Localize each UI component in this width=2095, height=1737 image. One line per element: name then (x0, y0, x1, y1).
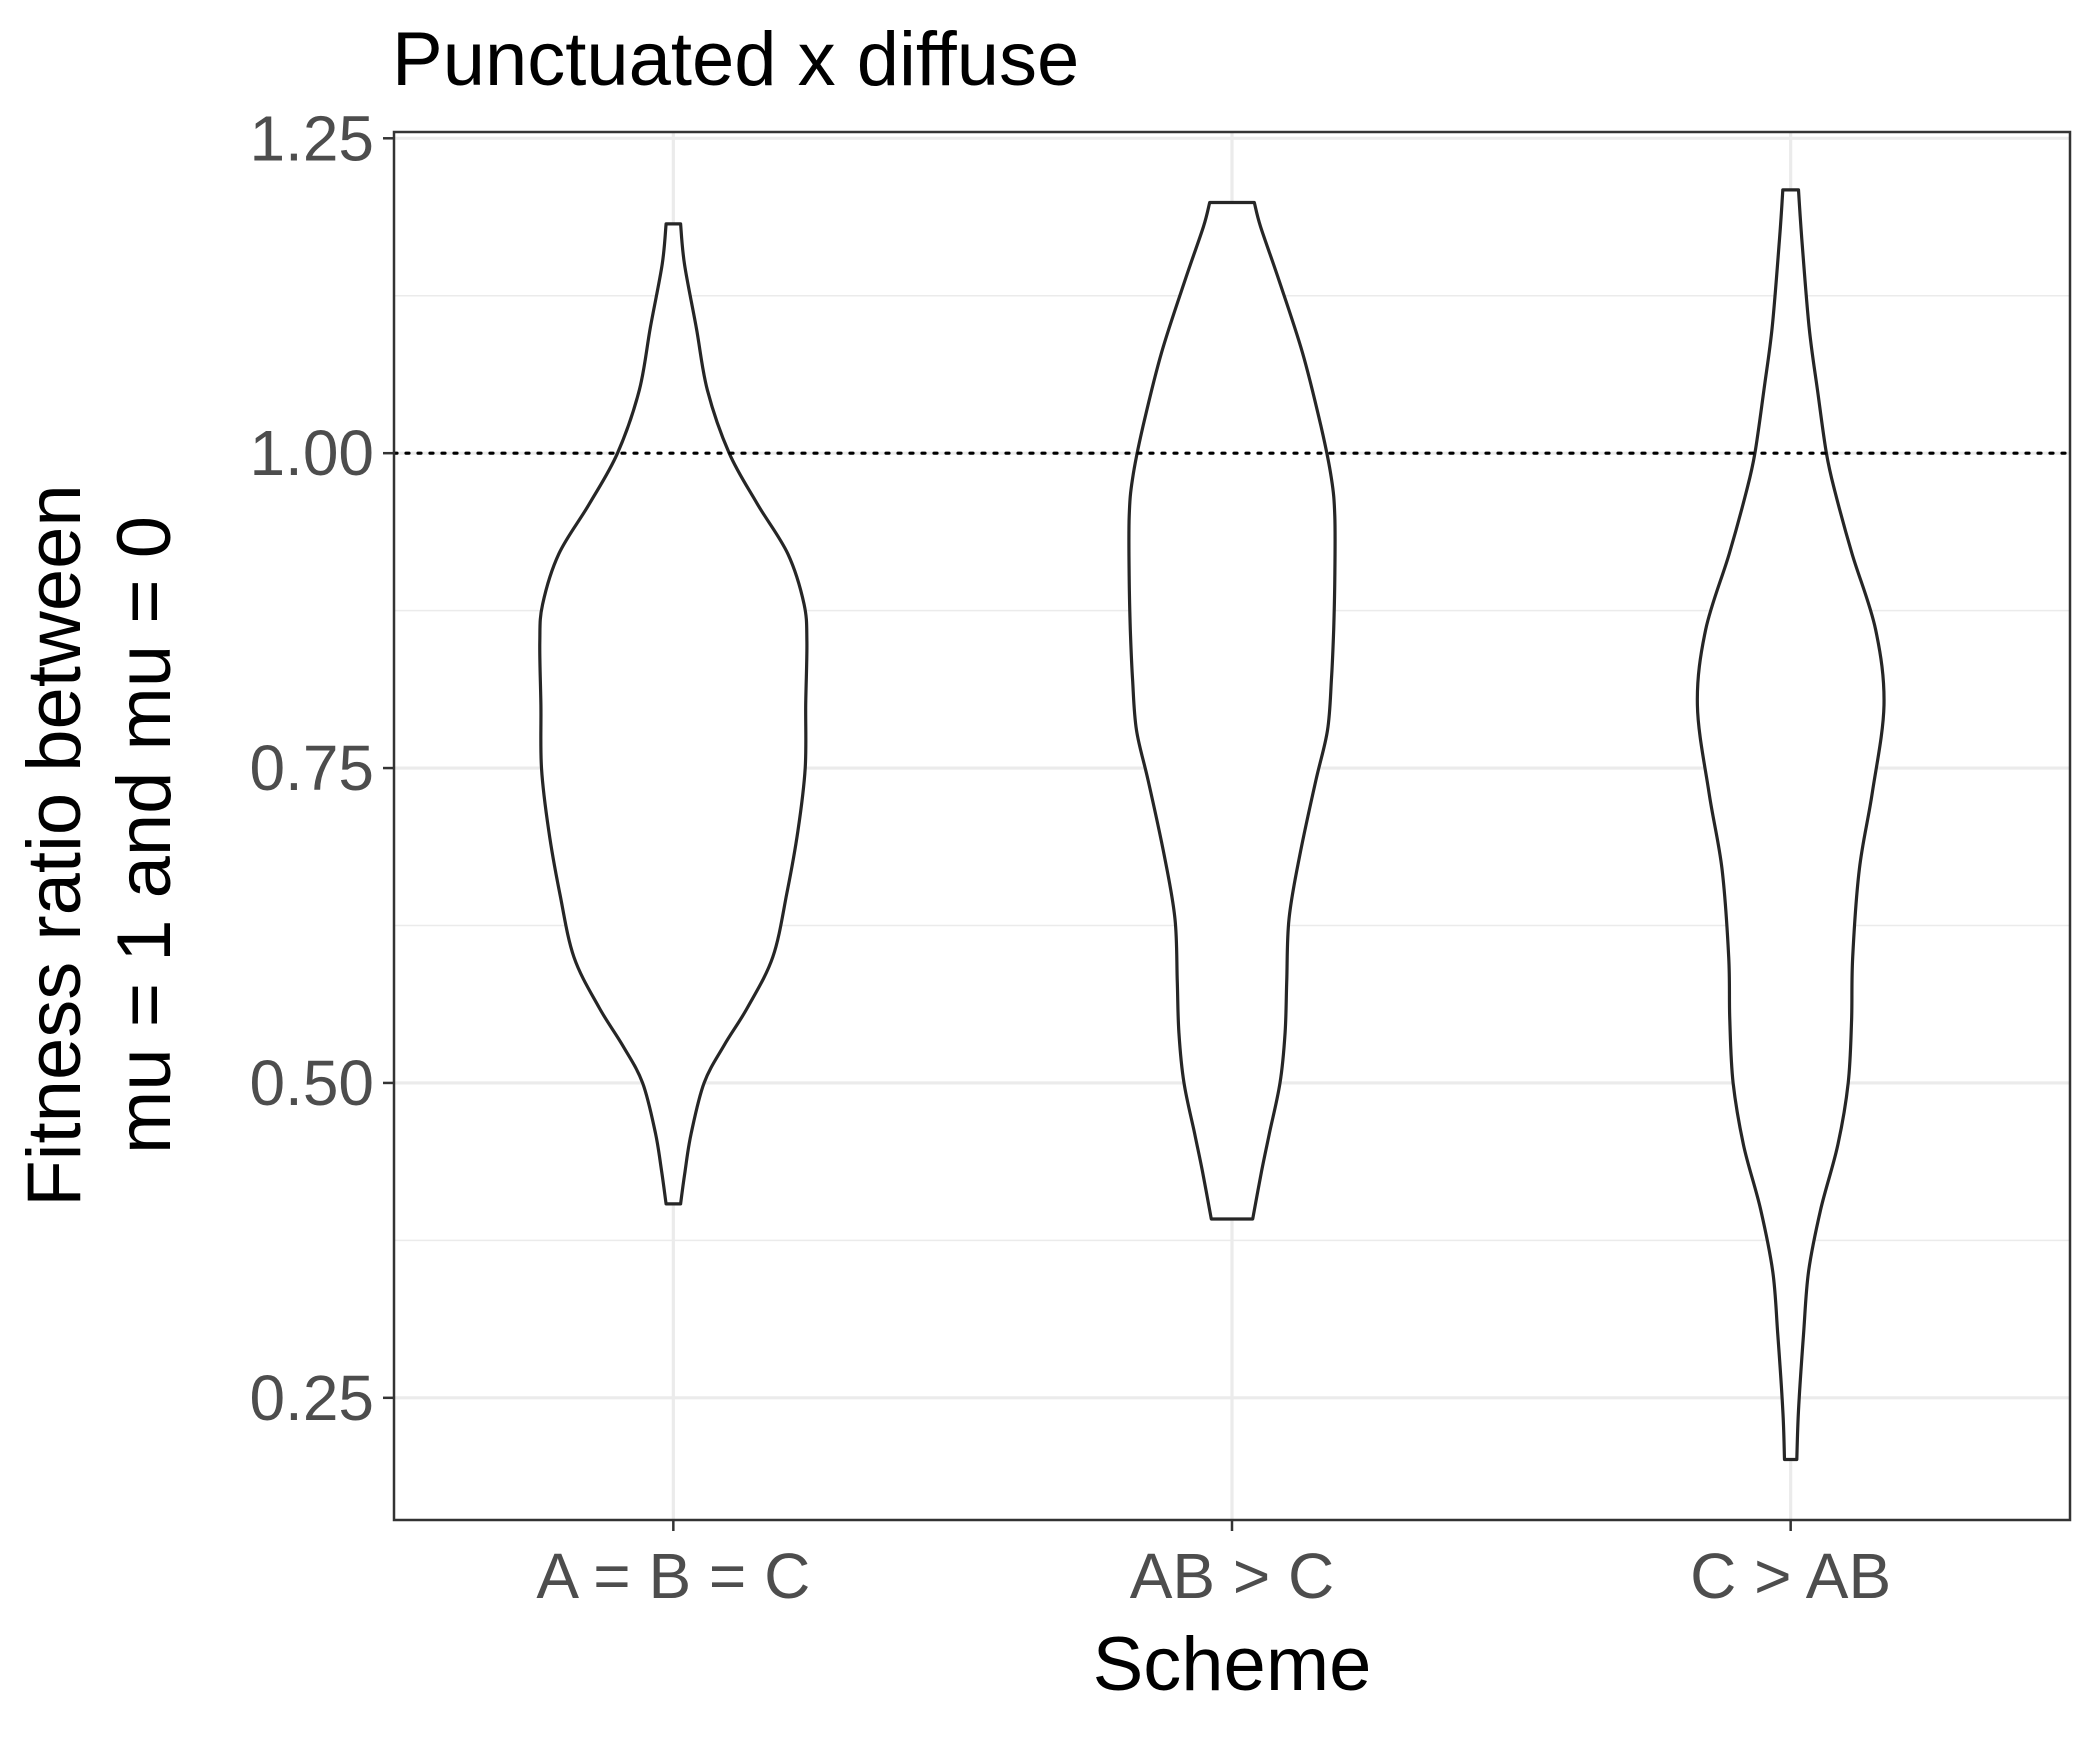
x-axis-title: Scheme (1093, 1622, 1372, 1707)
chart-title: Punctuated x diffuse (392, 17, 1079, 102)
y-tick-label: 0.25 (249, 1362, 374, 1434)
y-tick-label: 0.50 (249, 1047, 374, 1119)
x-tick-label: AB > C (1130, 1540, 1335, 1612)
x-tick-label: A = B = C (536, 1540, 810, 1612)
violins (538, 188, 1886, 1462)
y-tick-label: 1.25 (249, 102, 374, 174)
y-axis-title-line-2: mu = 1 and mu = 0 (102, 516, 187, 1154)
y-tick-label: 0.75 (249, 732, 374, 804)
y-axis-title-line-1: Fitness ratio between (12, 484, 97, 1206)
y-axis-title: Fitness ratio between mu = 1 and mu = 0 (12, 463, 187, 1207)
y-axis-tick-labels: 0.25 0.50 0.75 1.00 1.25 (249, 102, 374, 1434)
x-tick-label: C > AB (1690, 1540, 1891, 1612)
axis-ticks (383, 137, 1792, 1531)
violin-2 (1695, 188, 1886, 1462)
violin-1 (1127, 200, 1337, 1221)
violin-0 (538, 222, 809, 1206)
x-axis-tick-labels: A = B = C AB > C C > AB (536, 1540, 1891, 1612)
y-tick-label: 1.00 (249, 417, 374, 489)
